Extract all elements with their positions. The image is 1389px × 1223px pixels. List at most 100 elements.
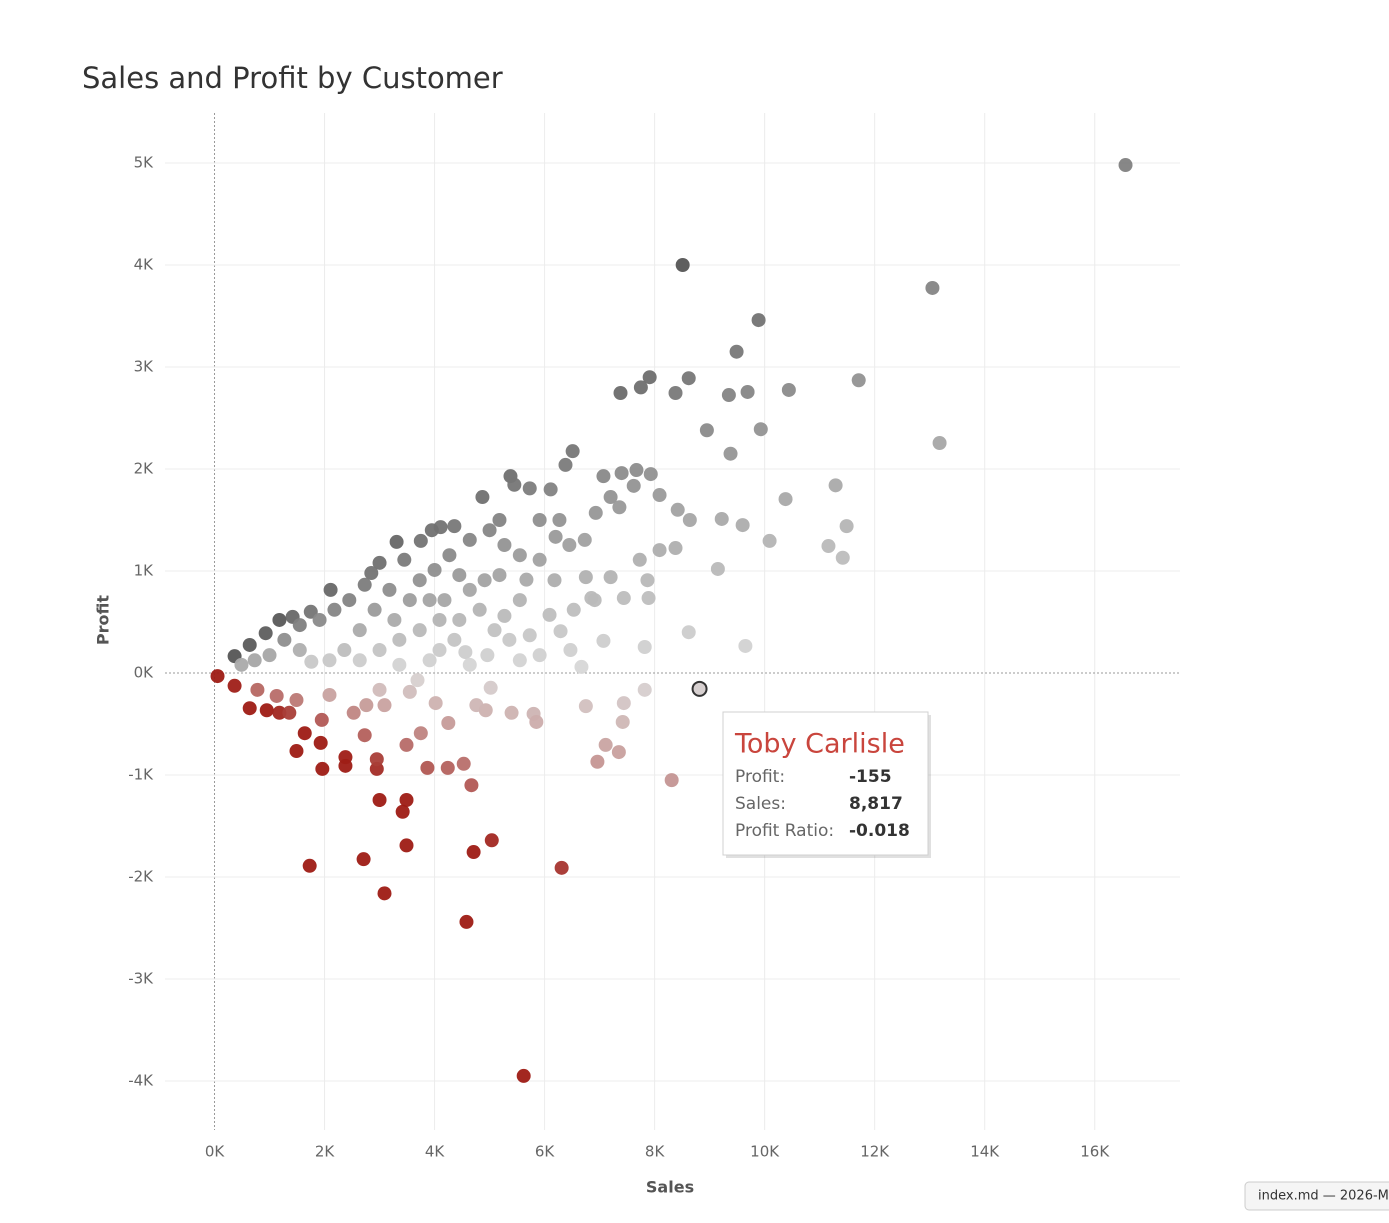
point <box>392 657 407 672</box>
point <box>452 612 467 627</box>
point <box>522 628 537 643</box>
point <box>452 568 467 583</box>
point <box>456 756 471 771</box>
point <box>588 505 603 520</box>
point <box>723 446 738 461</box>
point <box>492 568 507 583</box>
point <box>447 519 462 534</box>
point <box>632 552 647 567</box>
point <box>729 344 744 359</box>
point <box>440 760 455 775</box>
point <box>637 640 652 655</box>
point <box>629 463 644 478</box>
point <box>395 804 410 819</box>
point <box>487 623 502 638</box>
point <box>397 552 412 567</box>
point <box>762 533 777 548</box>
point <box>721 388 736 403</box>
point <box>302 858 317 873</box>
point <box>642 370 657 385</box>
point <box>315 761 330 776</box>
point <box>574 659 589 674</box>
point <box>1118 158 1133 173</box>
point <box>346 705 361 720</box>
point <box>357 577 372 592</box>
tooltip-value: -0.018 <box>849 821 910 841</box>
point <box>413 533 428 548</box>
point <box>259 703 274 718</box>
point <box>422 593 437 608</box>
point <box>323 582 338 597</box>
point <box>377 698 392 713</box>
tooltip-label: Profit Ratio: <box>735 821 834 841</box>
point <box>312 612 327 627</box>
point <box>596 469 611 484</box>
point <box>412 623 427 638</box>
point <box>507 477 522 492</box>
window-tab: index.md — 2026-M <box>1244 1181 1389 1211</box>
point <box>303 604 318 619</box>
point <box>247 653 262 668</box>
point <box>297 726 312 741</box>
point <box>337 643 352 658</box>
point <box>532 513 547 528</box>
point <box>577 532 592 547</box>
point <box>562 537 577 552</box>
point <box>851 373 866 388</box>
point <box>392 632 407 647</box>
point <box>603 570 618 585</box>
point <box>372 793 387 808</box>
point <box>484 833 499 848</box>
point <box>821 539 836 554</box>
point <box>458 645 473 660</box>
point <box>670 502 685 517</box>
point <box>352 653 367 668</box>
point <box>272 612 287 627</box>
point <box>543 482 558 497</box>
point <box>412 573 427 588</box>
point <box>304 654 319 669</box>
point <box>502 632 517 647</box>
point <box>272 705 287 720</box>
point <box>462 532 477 547</box>
point <box>615 714 630 729</box>
tab-box <box>1244 1181 1389 1211</box>
point <box>359 698 374 713</box>
point <box>210 669 225 684</box>
point <box>387 612 402 627</box>
x-tick-label: 10K <box>750 1143 780 1161</box>
point <box>277 632 292 647</box>
point <box>681 371 696 386</box>
x-tick-label: 16K <box>1080 1143 1110 1161</box>
point <box>242 701 257 716</box>
tooltip-label: Sales: <box>735 794 786 814</box>
point <box>292 643 307 658</box>
point <box>613 386 628 401</box>
point <box>483 680 498 695</box>
point <box>565 444 580 459</box>
point <box>714 511 729 526</box>
point <box>682 513 697 528</box>
y-tick-label: 4K <box>134 255 155 273</box>
point <box>492 513 507 528</box>
point <box>497 608 512 623</box>
point <box>587 593 602 608</box>
point <box>664 773 679 788</box>
point <box>322 687 337 702</box>
point <box>369 761 384 776</box>
point <box>466 845 481 860</box>
point <box>462 657 477 672</box>
point <box>516 1068 531 1083</box>
point <box>369 752 384 767</box>
point <box>372 682 387 697</box>
point <box>356 852 371 867</box>
x-tick-label: 2K <box>315 1143 336 1161</box>
point <box>753 422 768 437</box>
point <box>668 386 683 401</box>
point <box>377 886 392 901</box>
point <box>482 523 497 538</box>
point <box>437 593 452 608</box>
point <box>614 466 629 481</box>
point <box>529 714 544 729</box>
